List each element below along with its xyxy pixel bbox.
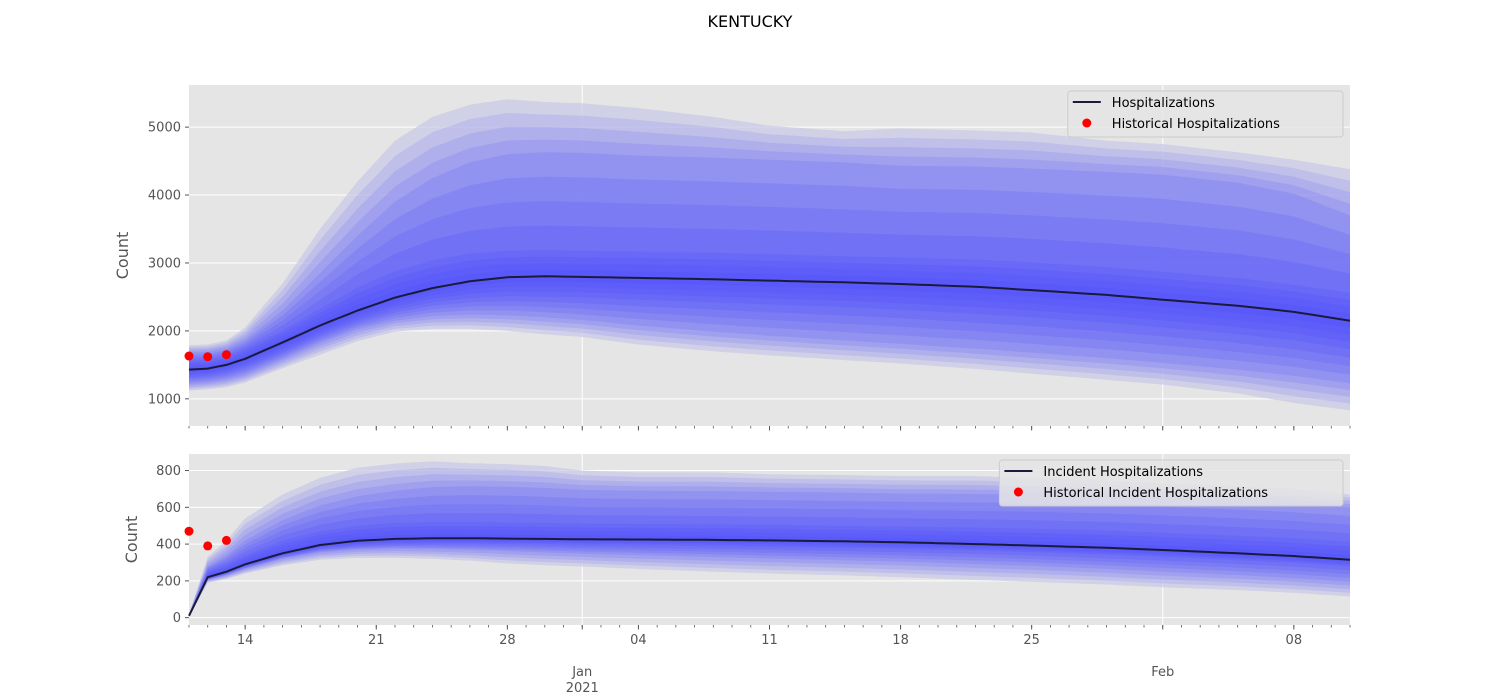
forecast-band [189,176,1350,383]
forecast-band [189,126,1350,397]
historical-point [203,541,213,551]
y-tick-label: 800 [156,464,181,479]
historical-point [203,352,213,362]
x-tick-label: 11 [761,633,778,648]
forecast-band [189,263,1350,374]
y-tick-label: 5000 [148,121,181,136]
panel-2: 0 200 400 600 800 Count Incident Hospitalizati… [122,454,1351,630]
x-tick-label: 04 [630,633,647,648]
y-tick-label: 400 [156,538,181,553]
x-tick-label: 28 [499,633,516,648]
x-major-tick-label: Feb [1151,665,1174,680]
y-tick-label: 1000 [148,392,181,407]
forecast-band [189,225,1350,379]
y-tick-label: 4000 [148,189,181,204]
legend-point-swatch [1082,118,1092,128]
forecast-band [189,474,1350,617]
median-line [188,537,1351,617]
y-tick-label: 3000 [148,256,181,271]
forecast-band [189,504,1350,617]
y-tick-label: 200 [156,574,181,589]
forecast-band [189,113,1350,404]
median-line [188,275,1351,371]
forecast-band [189,486,1350,617]
figure-title: KENTUCKY [707,12,793,31]
historical-point [221,535,231,545]
legend: Incident Hospitalizations Historical Inci… [998,459,1344,507]
x-tick-label: 25 [1023,633,1040,648]
forecast-band [189,99,1350,411]
y-tick-label: 600 [156,501,181,516]
legend-entry: Hospitalizations [1112,96,1215,111]
panel-1: 1000 2000 3000 4000 5000 Count Hospitalization… [113,85,1351,431]
forecast-band [189,256,1350,376]
y-tick-label: 2000 [148,324,181,339]
y-axis-label: Count [122,516,141,564]
forecast-fan [189,99,1350,411]
forecast-band [189,201,1350,381]
historical-point [184,351,194,361]
forecast-band [189,152,1350,384]
forecast-band [189,269,1350,372]
x-tick-label: 14 [237,633,254,648]
y-axis-label: Count [113,232,132,280]
x-major-tick-label: Jan [571,665,592,680]
x-major-tick-sublabel: 2021 [566,681,599,696]
forecast-band [189,250,1350,378]
forecast-band [189,480,1350,617]
forecast-band [189,526,1350,616]
legend-box [1067,90,1344,138]
historical-point [184,526,194,536]
legend-entry: Historical Hospitalizations [1112,117,1280,132]
x-tick-label: 21 [368,633,385,648]
legend-box [998,459,1344,507]
x-tick-label: 18 [892,633,909,648]
legend-entry: Historical Incident Hospitalizations [1043,486,1268,501]
legend-entry: Incident Hospitalizations [1043,465,1203,480]
legend: Hospitalizations Historical Hospitalizati… [1067,90,1344,138]
forecast-band [189,139,1350,390]
historical-point [221,350,231,360]
y-tick-label: 0 [173,611,181,626]
x-tick-label: 08 [1286,633,1303,648]
forecast-band [189,495,1350,617]
legend-point-swatch [1013,487,1023,497]
